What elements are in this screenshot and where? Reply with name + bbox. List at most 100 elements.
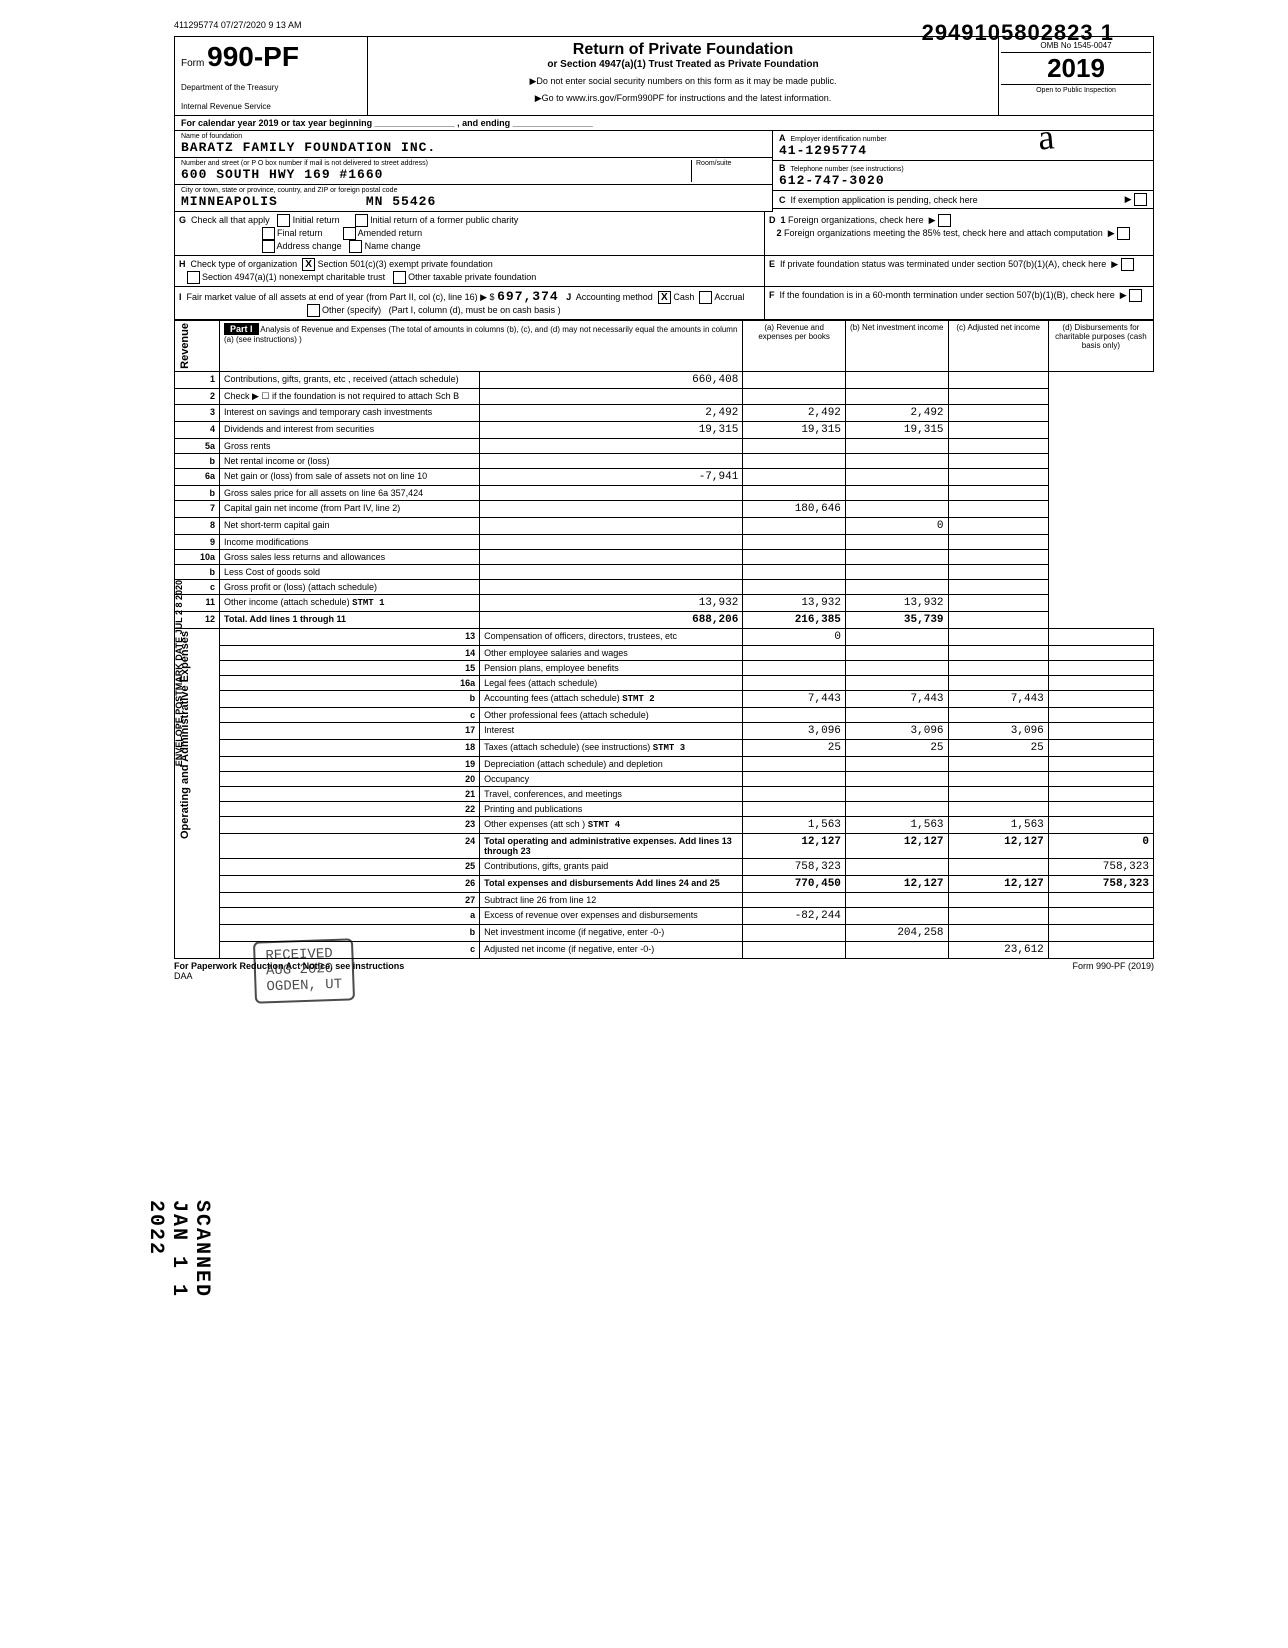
g-final-return[interactable]	[262, 227, 275, 240]
amount-cell: 19,315	[743, 421, 846, 438]
amount-cell	[743, 579, 846, 594]
part1-desc: Analysis of Revenue and Expenses (The to…	[224, 325, 737, 344]
cash-basis-note: (Part I, column (d), must be on cash bas…	[389, 305, 561, 315]
amount-cell	[1048, 690, 1153, 707]
ein-value: 41-1295774	[779, 143, 1147, 158]
amount-cell	[845, 468, 948, 485]
d1-checkbox[interactable]	[938, 214, 951, 227]
f-checkbox[interactable]	[1129, 289, 1142, 302]
table-row: 17Interest3,0963,0963,096	[175, 722, 1154, 739]
table-row: 5aGross rents	[175, 438, 1154, 453]
other-method-checkbox[interactable]	[307, 304, 320, 317]
accrual-checkbox[interactable]	[699, 291, 712, 304]
d2-checkbox[interactable]	[1117, 227, 1130, 240]
line-description: Gross rents	[220, 438, 480, 453]
amount-cell	[845, 500, 948, 517]
h-letter: H	[179, 259, 186, 269]
j-letter: J	[566, 292, 571, 302]
amount-cell	[845, 549, 948, 564]
amount-cell	[480, 534, 743, 549]
amount-cell: 2,492	[480, 404, 743, 421]
amount-cell	[1048, 707, 1153, 722]
amount-cell: -7,941	[480, 468, 743, 485]
g-initial-former[interactable]	[355, 214, 368, 227]
amount-cell	[948, 594, 1048, 611]
street-address: 600 SOUTH HWY 169 #1660	[181, 167, 691, 182]
amount-cell	[948, 500, 1048, 517]
amount-cell	[948, 756, 1048, 771]
table-row: Operating and Administrative Expenses13C…	[175, 628, 1154, 645]
amount-cell	[1048, 892, 1153, 907]
line-description: Less Cost of goods sold	[220, 564, 480, 579]
amount-cell: 13,932	[743, 594, 846, 611]
table-row: 12Total. Add lines 1 through 11688,20621…	[175, 611, 1154, 628]
line-number: b	[220, 690, 480, 707]
cash-checkbox[interactable]: X	[658, 291, 671, 304]
other-label: Other (specify)	[322, 305, 381, 315]
address-label: Number and street (or P O box number if …	[181, 160, 691, 167]
amount-cell	[948, 892, 1048, 907]
amount-cell	[1048, 645, 1153, 660]
line-number: 8	[175, 517, 220, 534]
amount-cell	[845, 628, 948, 645]
col-c-header: (c) Adjusted net income	[948, 321, 1048, 372]
i-letter: I	[179, 292, 182, 302]
line-description: Interest	[480, 722, 743, 739]
line-description: Check ▶ ☐ if the foundation is not requi…	[220, 388, 480, 404]
amount-cell: 0	[845, 517, 948, 534]
amount-cell	[845, 892, 948, 907]
h-other-checkbox[interactable]	[393, 271, 406, 284]
line-number: 23	[220, 816, 480, 833]
col-b-header: (b) Net investment income	[845, 321, 948, 372]
line-number: 13	[220, 628, 480, 645]
amount-cell	[845, 579, 948, 594]
phone-letter: B	[779, 163, 786, 173]
line-description: Other expenses (att sch ) STMT 4	[480, 816, 743, 833]
h-501c3-checkbox[interactable]: X	[302, 258, 315, 271]
c-label: If exemption application is pending, che…	[791, 195, 978, 205]
amount-cell	[480, 549, 743, 564]
line-number: b	[175, 453, 220, 468]
g-amended[interactable]	[343, 227, 356, 240]
amount-cell	[743, 786, 846, 801]
c-checkbox[interactable]	[1134, 193, 1147, 206]
g-address-change[interactable]	[262, 240, 275, 253]
line-description: Total expenses and disbursements Add lin…	[480, 875, 743, 892]
d1-label: Foreign organizations, check here	[788, 215, 924, 225]
city: MINNEAPOLIS	[181, 194, 278, 209]
c-letter: C	[779, 195, 786, 205]
expenses-side-label: Operating and Administrative Expenses	[179, 631, 191, 839]
amount-cell: 13,932	[480, 594, 743, 611]
amount-cell	[1048, 801, 1153, 816]
table-row: 3Interest on savings and temporary cash …	[175, 404, 1154, 421]
amount-cell	[948, 675, 1048, 690]
line-number: 17	[220, 722, 480, 739]
room-label: Room/suite	[696, 160, 766, 167]
amount-cell	[948, 564, 1048, 579]
line-description: Printing and publications	[480, 801, 743, 816]
public-inspection: Open to Public Inspection	[1001, 84, 1151, 94]
e-checkbox[interactable]	[1121, 258, 1134, 271]
line-number: c	[220, 941, 480, 958]
e-label: If private foundation status was termina…	[780, 259, 1106, 269]
h-4947-checkbox[interactable]	[187, 271, 200, 284]
amount-cell: 12,127	[948, 833, 1048, 858]
line-description: Pension plans, employee benefits	[480, 660, 743, 675]
table-row: 25Contributions, gifts, grants paid758,3…	[175, 858, 1154, 875]
amount-cell: 7,443	[845, 690, 948, 707]
amount-cell	[845, 534, 948, 549]
line-description: Contributions, gifts, grants, etc , rece…	[220, 371, 480, 388]
amount-cell	[480, 438, 743, 453]
amount-cell	[743, 468, 846, 485]
amount-cell	[743, 645, 846, 660]
g-name-change[interactable]	[349, 240, 362, 253]
city-label: City or town, state or province, country…	[181, 187, 766, 194]
form-number: 990-PF	[207, 41, 299, 72]
daa: DAA	[174, 971, 193, 981]
g-initial-return[interactable]	[277, 214, 290, 227]
line-description: Net rental income or (loss)	[220, 453, 480, 468]
j-label: Accounting method	[576, 292, 653, 302]
line-number: 1	[175, 371, 220, 388]
amount-cell	[845, 675, 948, 690]
line-description: Legal fees (attach schedule)	[480, 675, 743, 690]
